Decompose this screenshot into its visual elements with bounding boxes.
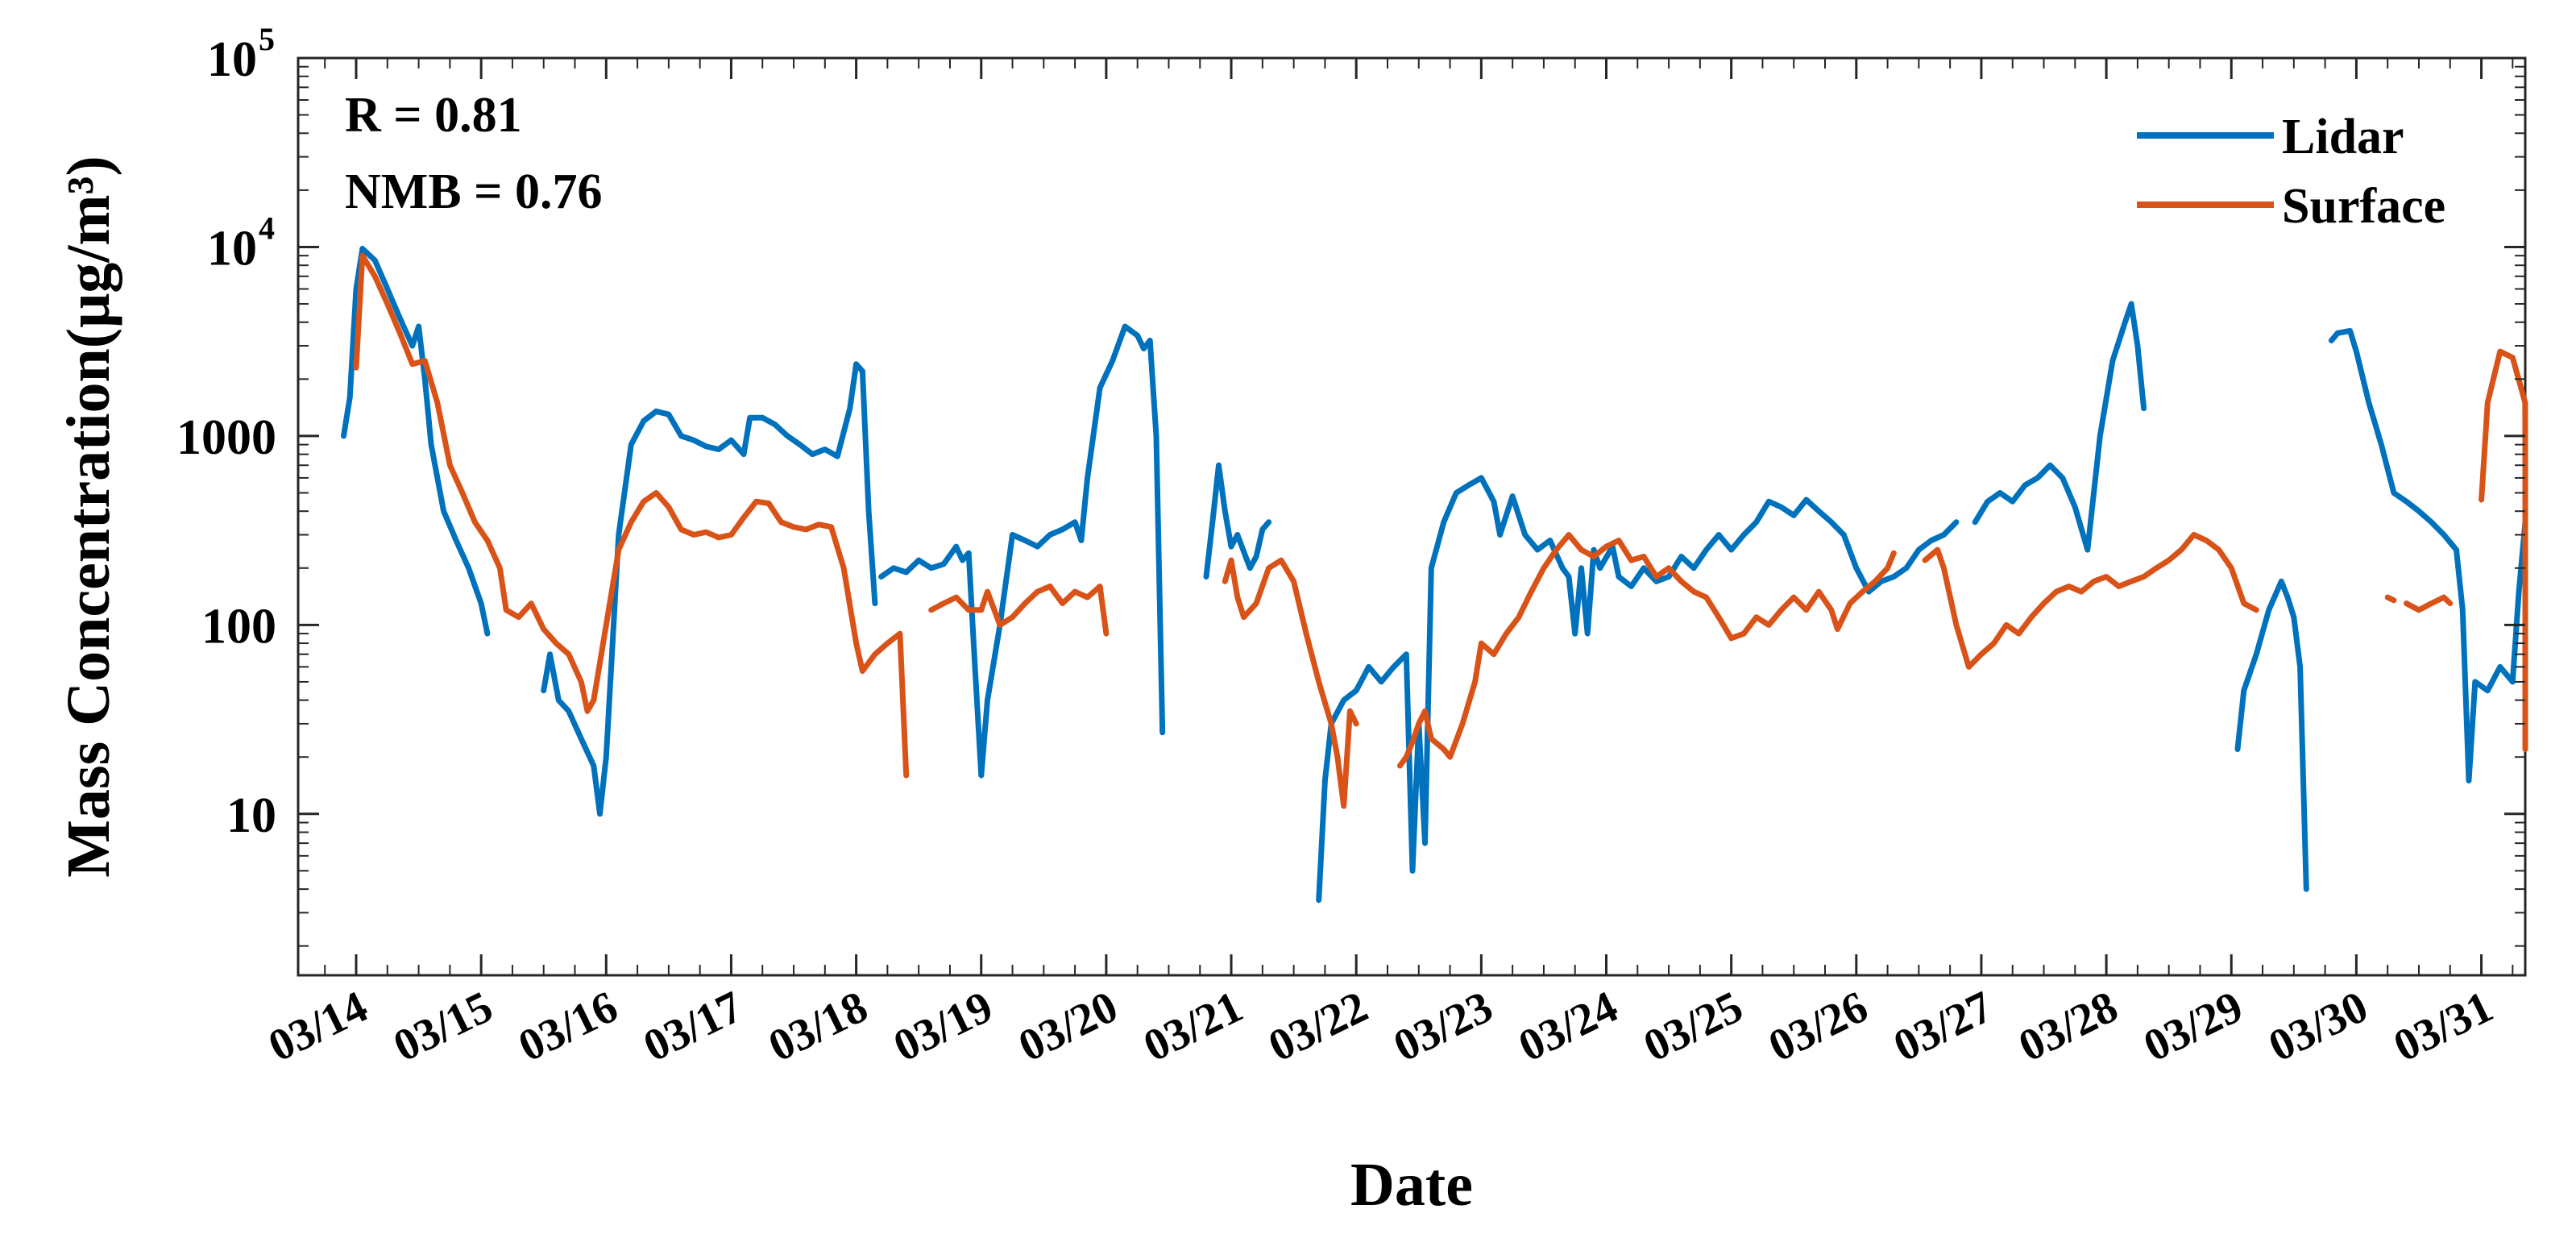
series-surface-segment-4: [1922, 532, 2259, 670]
series-lidar-segment-4: [1316, 475, 1960, 904]
x-tick-label-4: 03/18: [761, 982, 875, 1072]
series-lidar-segment-3: [1203, 462, 1272, 580]
y-tick-label-2: 1000: [176, 410, 276, 465]
series-surface-segment-2: [1222, 557, 1359, 809]
ticks-layer: [298, 56, 2525, 975]
x-tick-label-6: 03/20: [1011, 982, 1126, 1072]
series-lidar-segment-2: [878, 323, 1166, 779]
x-tick-label-14: 03/28: [2011, 982, 2126, 1072]
y-tick-label-0: 10: [226, 788, 276, 843]
x-tick-labels: 03/14 03/15 03/16 03/17 03/18 03/19 03/20 03/21…: [261, 982, 2500, 1072]
x-tick-label-11: 03/25: [1636, 982, 1751, 1072]
y-tick-label-1: 100: [201, 599, 276, 654]
x-tick-label-5: 03/19: [886, 982, 1001, 1072]
legend-label-lidar: Lidar: [2282, 110, 2404, 164]
series-layer: [341, 246, 2528, 904]
legend-label-surface: Surface: [2282, 179, 2445, 234]
x-axis-label: Date: [1350, 1151, 1473, 1219]
x-tick-label-3: 03/17: [636, 982, 750, 1072]
x-tick-label-1: 03/15: [386, 982, 500, 1072]
x-tick-label-12: 03/26: [1761, 982, 1876, 1072]
x-tick-label-15: 03/29: [2136, 982, 2250, 1072]
legend: Lidar Surface: [2137, 110, 2445, 234]
series-surface-segment-5: [2384, 594, 2397, 604]
y-tick-label-3: 10: [207, 221, 257, 276]
series-surface-segment-3: [1397, 532, 1897, 769]
x-tick-label-7: 03/21: [1136, 982, 1251, 1072]
y-tick-label-4: 10: [207, 32, 257, 87]
x-tick-label-0: 03/14: [261, 982, 375, 1072]
y-tick-label-exponent-3: 4: [259, 210, 275, 246]
series-lidar-segment-6: [2234, 578, 2309, 892]
series-surface-segment-7: [2479, 348, 2528, 752]
series-lidar-segment-1: [541, 361, 878, 817]
x-tick-label-16: 03/30: [2261, 982, 2375, 1072]
x-tick-label-8: 03/22: [1261, 982, 1375, 1072]
x-tick-label-17: 03/31: [2386, 982, 2500, 1072]
series-surface-segment-6: [2404, 594, 2454, 613]
x-tick-label-10: 03/24: [1511, 982, 1625, 1072]
x-tick-label-2: 03/16: [511, 982, 625, 1072]
series-surface-segment-1: [928, 584, 1110, 637]
y-axis-label: Mass Concentration(μg/m³): [55, 156, 122, 877]
annotation-nmb: NMB = 0.76: [345, 164, 602, 219]
y-tick-label-exponent-4: 5: [259, 21, 275, 57]
x-tick-label-9: 03/23: [1386, 982, 1500, 1072]
x-tick-label-13: 03/27: [1886, 982, 2001, 1072]
series-lidar-segment-5: [1972, 301, 2147, 553]
annotation-r: R = 0.81: [345, 88, 522, 143]
series-surface-segment-0: [353, 252, 910, 779]
